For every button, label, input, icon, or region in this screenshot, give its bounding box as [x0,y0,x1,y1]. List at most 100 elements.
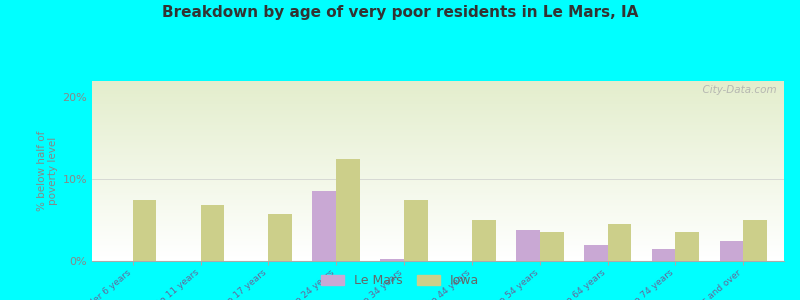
Bar [92,255,784,256]
Bar [92,189,784,190]
Bar [92,124,784,125]
Bar [92,231,784,232]
Bar [92,205,784,206]
Bar [92,149,784,150]
Bar [92,84,784,85]
Bar [380,260,404,261]
Bar [92,96,784,97]
Bar [92,146,784,147]
Bar [92,106,784,107]
Bar [92,184,784,185]
Bar [92,197,784,198]
Bar [92,257,784,258]
Bar [92,220,784,221]
Bar [92,235,784,236]
Bar [92,236,784,237]
Bar [92,254,784,255]
Bar [540,232,563,261]
Bar [92,193,784,194]
Bar [92,181,784,182]
Bar [472,220,496,261]
Bar [92,256,784,257]
Bar [92,86,784,87]
Bar [92,117,784,118]
Bar [92,208,784,209]
Bar [92,172,784,173]
Bar [92,95,784,96]
Bar [92,259,784,260]
Bar [92,122,784,123]
Bar [92,89,784,90]
Bar [92,138,784,139]
Bar [336,159,360,261]
Legend: Le Mars, Iowa: Le Mars, Iowa [316,269,484,292]
Bar [92,87,784,88]
Bar [92,93,784,94]
Bar [608,224,631,261]
Bar [92,238,784,239]
Bar [92,226,784,227]
Bar [92,151,784,152]
Bar [92,206,784,207]
Bar [92,183,784,184]
Bar [92,176,784,177]
Bar [92,258,784,259]
Text: City-Data.com: City-Data.com [697,85,777,94]
Bar [92,128,784,129]
Bar [92,198,784,199]
Bar [92,154,784,155]
Bar [92,216,784,217]
Bar [92,165,784,166]
Bar [584,244,608,261]
Bar [92,211,784,212]
Bar [92,156,784,157]
Bar [92,210,784,211]
Bar [92,145,784,146]
Bar [92,164,784,165]
Bar [92,157,784,158]
Bar [92,107,784,108]
Bar [92,201,784,202]
Bar [92,142,784,143]
Bar [92,99,784,100]
Bar [652,249,675,261]
Bar [92,98,784,99]
Bar [92,85,784,86]
Bar [92,91,784,92]
Bar [92,116,784,117]
Bar [92,173,784,174]
Bar [92,203,784,204]
Bar [92,239,784,240]
Bar [92,253,784,254]
Bar [92,114,784,115]
Bar [92,147,784,148]
Bar [92,94,784,95]
Bar [92,186,784,187]
Bar [92,234,784,235]
Bar [92,240,784,241]
Bar [92,237,784,238]
Bar [92,126,784,127]
Bar [92,169,784,170]
Bar [92,221,784,222]
Bar [92,133,784,134]
Bar [92,81,784,82]
Bar [92,113,784,114]
Bar [92,131,784,132]
Bar [92,202,784,203]
Bar [92,162,784,163]
Bar [201,206,224,261]
Bar [92,218,784,219]
Bar [313,191,336,261]
Bar [92,161,784,162]
Bar [92,217,784,218]
Bar [92,144,784,145]
Bar [92,141,784,142]
Bar [92,192,784,193]
Bar [92,227,784,228]
Bar [92,102,784,103]
Bar [92,187,784,188]
Bar [92,171,784,172]
Bar [92,129,784,130]
Bar [92,213,784,214]
